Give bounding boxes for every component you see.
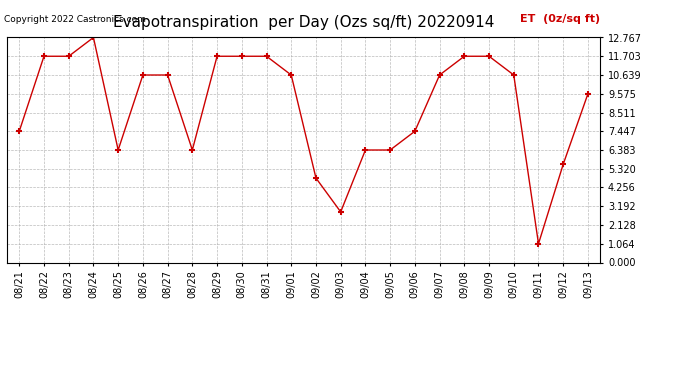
Text: ET  (0z/sq ft): ET (0z/sq ft) [520, 14, 600, 24]
Text: Evapotranspiration  per Day (Ozs sq/ft) 20220914: Evapotranspiration per Day (Ozs sq/ft) 2… [113, 15, 494, 30]
Text: Copyright 2022 Castronics.com: Copyright 2022 Castronics.com [4, 15, 146, 24]
